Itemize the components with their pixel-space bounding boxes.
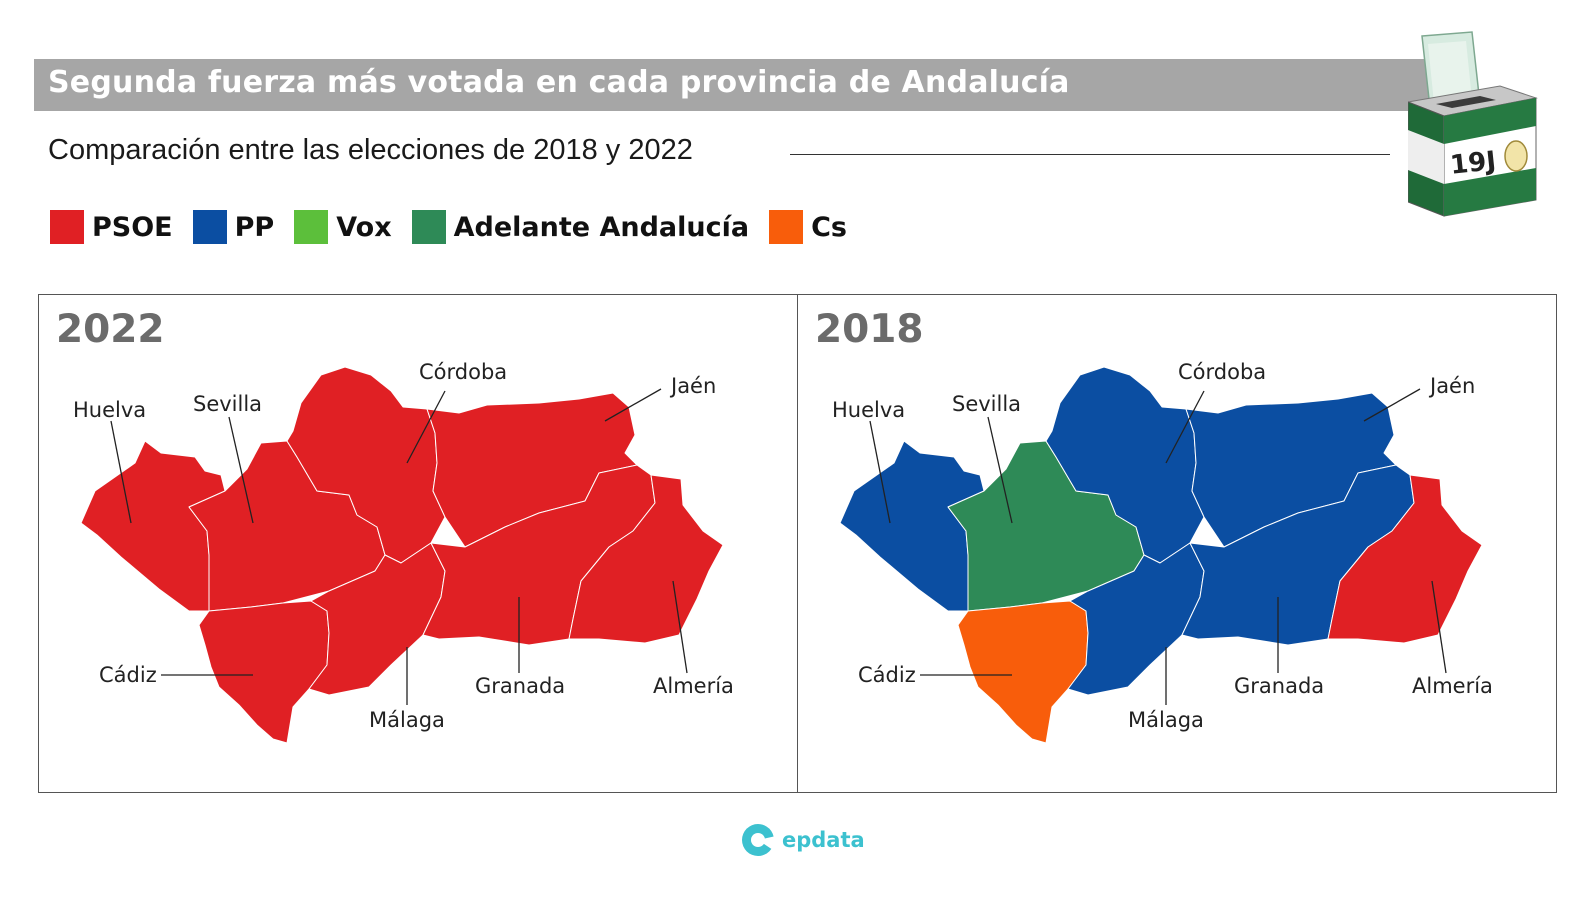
province-label-cadiz: Cádiz	[99, 663, 157, 687]
map-year-label: 2022	[56, 307, 165, 352]
subtitle: Comparación entre las elecciones de 2018…	[48, 134, 693, 166]
province-almeria	[1327, 474, 1483, 644]
map-year-label: 2018	[815, 307, 924, 352]
province-label-sevilla: Sevilla	[193, 392, 262, 416]
epdata-logo-icon	[742, 824, 776, 856]
legend-item-vox: Vox	[294, 210, 392, 244]
province-label-granada: Granada	[1234, 674, 1324, 698]
province-label-granada: Granada	[475, 674, 565, 698]
province-shapes	[80, 366, 724, 744]
legend-item-pp: PP	[192, 210, 275, 244]
province-label-malaga: Málaga	[369, 708, 445, 732]
andalucia-map: Huelva Sevilla Córdoba Jaén Cádiz Málaga…	[832, 360, 1493, 744]
ballot-box-icon: 19J	[1408, 31, 1538, 217]
province-malaga	[1067, 542, 1205, 696]
province-label-almeria: Almería	[1412, 674, 1493, 698]
province-label-malaga: Málaga	[1128, 708, 1204, 732]
legend-swatch-psoe	[50, 210, 84, 244]
legend-item-psoe: PSOE	[50, 210, 173, 244]
province-cadiz	[198, 600, 330, 744]
title-bar	[34, 59, 1460, 111]
legend: PSOE PP Vox Adelante Andalucía Cs	[50, 208, 867, 246]
epdata-logo: epdata	[740, 820, 865, 860]
legend-swatch-vox	[294, 210, 329, 244]
legend-label-pp: PP	[234, 211, 275, 243]
province-label-huelva: Huelva	[73, 398, 146, 422]
legend-swatch-pp	[192, 210, 227, 244]
label-leaders	[869, 388, 1447, 705]
province-label-cadiz: Cádiz	[858, 663, 916, 687]
brand-name: epdata	[782, 828, 865, 852]
province-malaga	[308, 542, 446, 696]
province-label-sevilla: Sevilla	[952, 392, 1021, 416]
legend-item-cs: Cs	[769, 210, 847, 244]
province-cadiz	[957, 600, 1089, 744]
province-label-jaen: Jaén	[669, 374, 716, 398]
province-shapes	[839, 366, 1483, 744]
legend-label-psoe: PSOE	[92, 211, 173, 243]
page-title: Segunda fuerza más votada en cada provin…	[48, 65, 1070, 100]
legend-label-vox: Vox	[336, 211, 392, 243]
legend-item-adelante: Adelante Andalucía	[411, 210, 750, 244]
province-almeria	[568, 474, 724, 644]
province-label-cordoba: Córdoba	[419, 360, 507, 384]
map-panel-2022: 2022 Huelva Sevilla Córdoba Jaén	[38, 294, 798, 793]
legend-swatch-cs	[769, 210, 804, 244]
legend-label-adelante: Adelante Andalucía	[453, 211, 750, 243]
province-label-cordoba: Córdoba	[1178, 360, 1266, 384]
province-label-almeria: Almería	[653, 674, 734, 698]
legend-swatch-adelante	[411, 210, 446, 244]
province-label-huelva: Huelva	[832, 398, 905, 422]
label-leaders	[110, 388, 688, 705]
map-panel-2018: 2018 Huelva Sevilla Córdoba Jaén	[797, 294, 1557, 793]
ballot-box-label: 19J	[1449, 146, 1498, 181]
province-label-jaen: Jaén	[1428, 374, 1475, 398]
legend-label-cs: Cs	[811, 211, 847, 243]
andalucia-map: Huelva Sevilla Córdoba Jaén Cádiz Málaga…	[73, 360, 734, 744]
subtitle-divider	[790, 154, 1390, 155]
